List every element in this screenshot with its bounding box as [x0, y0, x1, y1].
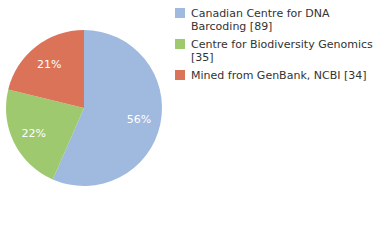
legend-label: Mined from GenBank, NCBI [34] [191, 69, 367, 82]
data-label: 21% [37, 58, 61, 71]
legend-swatch [175, 70, 185, 80]
legend: Canadian Centre for DNA Barcoding [89] Ce… [175, 7, 376, 82]
legend-label: Centre for Biodiversity Genomics [35] [191, 38, 376, 64]
legend-label-line: Canadian Centre for DNA [191, 7, 333, 20]
legend-label-line: Barcoding [89] [191, 20, 272, 33]
legend-swatch [175, 8, 185, 18]
legend-swatch [175, 39, 185, 49]
chart: 56% 22% 21% Canadian Centre for DNA Barcodi… [0, 0, 380, 240]
data-label: 22% [21, 127, 45, 140]
legend-label: Canadian Centre for DNA Barcoding [89] [191, 7, 333, 33]
legend-label-line: Centre for Biodiversity Genomics [191, 38, 376, 51]
data-labels: 56% 22% 21% [21, 58, 151, 140]
data-label: 56% [127, 113, 151, 126]
legend-label-line: [35] [191, 51, 214, 64]
pie [6, 30, 162, 186]
pie-slice [8, 30, 84, 108]
legend-label-line: Mined from GenBank, NCBI [34] [191, 69, 367, 82]
